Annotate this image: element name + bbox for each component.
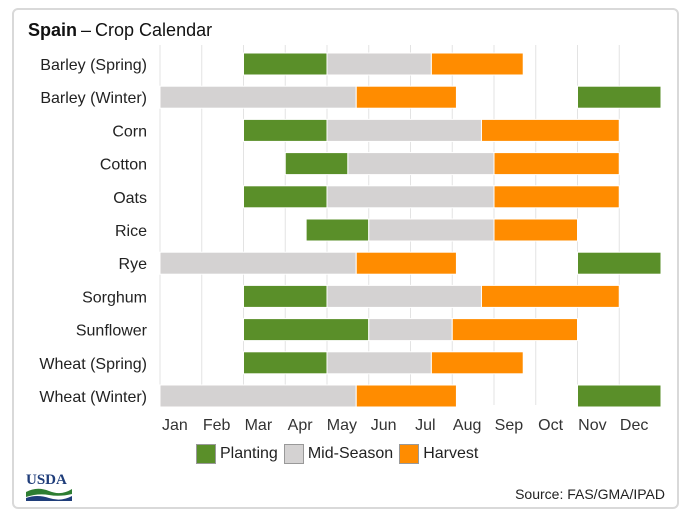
- bar-planting: [243, 185, 328, 209]
- crop-label: Sorghum: [82, 289, 147, 306]
- bar-mid-season: [326, 185, 495, 209]
- bar-planting: [243, 318, 370, 342]
- bar-planting: [243, 52, 328, 76]
- usda-logo-wave-green: [26, 488, 72, 497]
- legend-item-planting: Planting: [196, 444, 278, 464]
- bar-mid-season: [368, 318, 453, 342]
- legend-label-harvest: Harvest: [423, 445, 479, 462]
- bar-mid-season: [326, 284, 482, 308]
- month-tick-label: Apr: [288, 417, 314, 434]
- month-tick-label: Oct: [538, 417, 563, 434]
- bar-planting: [577, 384, 662, 408]
- title-subtitle: Crop Calendar: [95, 20, 213, 40]
- bar-harvest: [451, 318, 578, 342]
- bar-mid-season: [159, 85, 357, 109]
- title-country: Spain: [28, 20, 78, 40]
- chart-title: Spain – Crop Calendar: [28, 20, 212, 41]
- usda-logo-text: USDA: [26, 472, 67, 488]
- source-note: Source: FAS/GMA/IPAD: [515, 486, 665, 502]
- month-tick-label: Mar: [245, 417, 273, 434]
- bar-harvest: [355, 85, 457, 109]
- crop-label: Oats: [113, 190, 147, 207]
- crop-label: Wheat (Winter): [39, 389, 147, 406]
- bar-mid-season: [368, 218, 495, 242]
- bar-planting: [577, 251, 662, 275]
- crop-label: Rye: [119, 256, 148, 273]
- bar-harvest: [355, 384, 457, 408]
- usda-logo: USDA: [26, 472, 72, 501]
- month-tick-label: Jul: [415, 417, 435, 434]
- month-tick-label: Sep: [495, 417, 524, 434]
- crop-label: Barley (Spring): [40, 57, 147, 74]
- bar-planting: [243, 118, 328, 142]
- legend-swatch-harvest: [399, 444, 420, 464]
- bar-harvest: [493, 152, 620, 176]
- title-dash: –: [81, 20, 92, 40]
- bar-harvest: [480, 118, 620, 142]
- bar-planting: [243, 351, 328, 375]
- bar-mid-season: [326, 52, 432, 76]
- bar-mid-season: [159, 251, 357, 275]
- month-tick-label: May: [327, 417, 357, 434]
- bar-harvest: [493, 218, 578, 242]
- bar-mid-season: [326, 118, 482, 142]
- legend-swatch-mid-season: [283, 444, 304, 464]
- legend-swatch-planting: [196, 444, 216, 464]
- bar-harvest: [430, 52, 524, 76]
- crop-label: Barley (Winter): [40, 90, 147, 107]
- bar-mid-season: [159, 384, 357, 408]
- month-tick-label: Jun: [371, 417, 397, 434]
- legend-label-planting: Planting: [220, 445, 278, 462]
- crop-label: Cotton: [100, 157, 147, 174]
- bar-planting: [305, 218, 370, 242]
- month-tick-label: Nov: [578, 417, 606, 434]
- legend-item-harvest: Harvest: [399, 444, 478, 464]
- bar-harvest: [355, 251, 457, 275]
- usda-logo-wave-blue: [26, 496, 72, 501]
- crop-label: Sunflower: [76, 323, 148, 340]
- month-tick-label: Feb: [203, 417, 231, 434]
- crop-label: Corn: [112, 123, 147, 140]
- bar-harvest: [493, 185, 620, 209]
- bar-harvest: [480, 284, 620, 308]
- bar-planting: [577, 85, 662, 109]
- legend-item-mid-season: Mid-Season: [283, 444, 394, 464]
- month-tick-label: Aug: [453, 417, 481, 434]
- crop-label: Rice: [115, 223, 147, 240]
- bar-mid-season: [326, 351, 432, 375]
- legend: Planting Mid-Season Harvest: [196, 444, 484, 464]
- bar-planting: [243, 284, 328, 308]
- bar-harvest: [430, 351, 524, 375]
- bar-planting: [284, 152, 349, 176]
- month-tick-label: Jan: [162, 417, 188, 434]
- bar-mid-season: [347, 152, 495, 176]
- month-tick-label: Dec: [620, 417, 648, 434]
- legend-label-mid-season: Mid-Season: [307, 445, 394, 462]
- crop-label: Wheat (Spring): [39, 356, 147, 373]
